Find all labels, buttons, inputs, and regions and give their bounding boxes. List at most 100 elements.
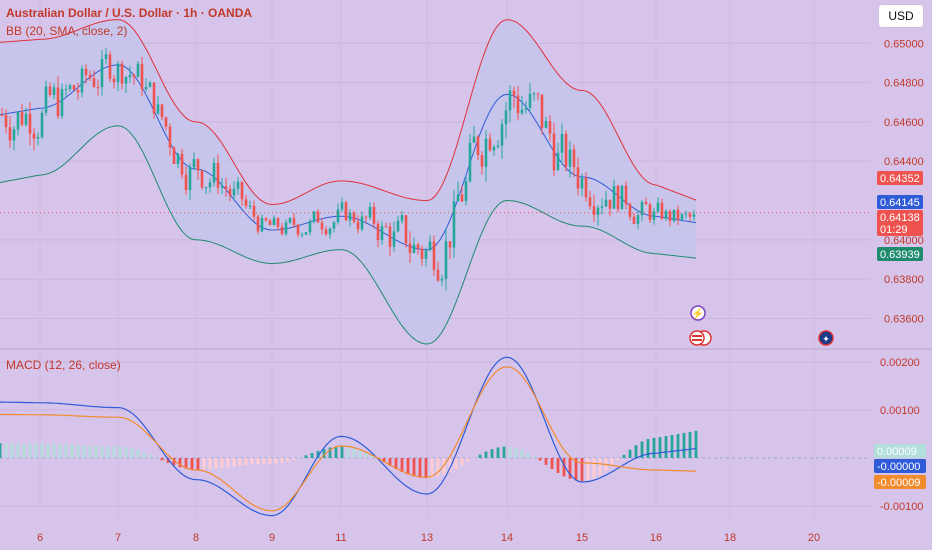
candle-body xyxy=(600,206,604,208)
price-label-text: 0.64145 xyxy=(880,197,920,209)
macd-histogram-bar xyxy=(670,435,674,458)
au-flag-icon-glyph: ✦ xyxy=(822,334,830,344)
au-flag-icon[interactable] xyxy=(818,330,834,346)
candle-body xyxy=(612,186,616,209)
macd-histogram-bar xyxy=(472,458,476,459)
time-tick-label: 9 xyxy=(269,532,275,544)
candle-body xyxy=(96,87,100,89)
lightning-icon[interactable] xyxy=(690,305,706,321)
macd-histogram-bar xyxy=(0,443,2,458)
candle-body xyxy=(484,138,488,167)
candle-body xyxy=(444,241,448,279)
candle-body xyxy=(592,206,596,215)
candle-body xyxy=(432,241,436,270)
candle-body xyxy=(572,149,576,168)
price-axis: 0.65000 0.64800 0.64600 0.64400 0.64000 0.638… xyxy=(880,38,924,513)
candle-body xyxy=(72,85,76,91)
time-tick-label: 18 xyxy=(724,532,736,544)
macd-histogram-bar xyxy=(76,444,80,458)
signal-line xyxy=(0,366,697,512)
candle-body xyxy=(88,74,92,79)
candle-body xyxy=(228,188,232,196)
candle-body xyxy=(452,201,456,248)
macd-histogram-bar xyxy=(556,458,560,474)
candle-body xyxy=(40,112,44,138)
macd-histogram-bar xyxy=(94,445,98,458)
macd-histogram-bar xyxy=(70,444,74,458)
macd-histogram-bar xyxy=(532,456,536,458)
macd-histogram-bar xyxy=(520,449,524,458)
candle-body xyxy=(512,90,516,96)
candle-body xyxy=(300,234,304,236)
candle-body xyxy=(84,68,88,75)
macd-histogram-bar xyxy=(478,454,482,458)
time-tick-label: 14 xyxy=(501,532,513,544)
macd-value-text: -0.00009 xyxy=(877,477,920,489)
candle-body xyxy=(424,250,428,259)
candle-body xyxy=(148,82,152,87)
macd-histogram-bar xyxy=(124,447,128,458)
candle-body xyxy=(416,244,420,249)
macd-histogram-bar xyxy=(514,447,518,458)
candle-body xyxy=(540,94,544,129)
macd-histogram-bar xyxy=(184,458,188,469)
event-icons[interactable]: ⚡ ✦ xyxy=(689,305,834,346)
candle-body xyxy=(640,201,644,216)
macd-histogram-bar xyxy=(286,458,290,462)
candle-body xyxy=(384,226,388,228)
candle-body xyxy=(272,218,276,226)
macd-histogram-bar xyxy=(634,445,638,458)
candle-body xyxy=(108,54,112,79)
candle-body xyxy=(496,145,500,148)
macd-histogram-bar xyxy=(568,458,572,479)
us-flag-icon[interactable] xyxy=(689,330,705,346)
price-tick-label: 0.64400 xyxy=(884,156,924,168)
candle-body xyxy=(144,86,148,90)
candle-body xyxy=(672,209,676,221)
candle-body xyxy=(76,90,80,93)
macd-histogram-bar xyxy=(88,445,92,458)
currency-button[interactable]: USD xyxy=(878,4,924,28)
candle-body xyxy=(500,124,504,146)
macd-histogram-bar xyxy=(34,443,38,458)
candle-body xyxy=(168,126,172,148)
macd-histogram-bar xyxy=(598,458,602,476)
macd-histogram-bar xyxy=(346,446,350,458)
macd-histogram-bar xyxy=(502,446,506,458)
macd-histogram-bar xyxy=(448,458,452,473)
candle-body xyxy=(400,215,404,221)
candle-body xyxy=(196,159,200,171)
macd-value-text: 0.00009 xyxy=(877,446,917,458)
macd-histogram-bar xyxy=(22,443,26,458)
macd-histogram-bar xyxy=(484,451,488,458)
macd-histogram-bar xyxy=(316,450,320,458)
candle-body xyxy=(680,214,684,220)
candle-body xyxy=(4,114,8,128)
candle-body xyxy=(520,109,524,114)
macd-histogram-bar xyxy=(274,458,278,464)
macd-histogram-bar xyxy=(52,443,56,458)
candle-body xyxy=(352,212,356,222)
candle-body xyxy=(220,186,224,188)
macd-histogram-bar xyxy=(400,458,404,473)
time-tick-label: 15 xyxy=(576,532,588,544)
candle-body xyxy=(368,206,372,218)
macd-histogram-bar xyxy=(310,452,314,458)
bb-indicator-label[interactable]: BB (20, SMA, close, 2) xyxy=(6,24,128,38)
candle-body xyxy=(544,121,548,129)
candle-body xyxy=(64,88,68,90)
price-tick-label: 0.64800 xyxy=(884,78,924,90)
candles xyxy=(0,48,870,291)
macd-histogram-bar xyxy=(250,458,254,465)
bb-upper-line xyxy=(0,19,697,206)
macd-histogram-bar xyxy=(646,439,650,458)
candle-body xyxy=(16,111,20,130)
time-tick-label: 16 xyxy=(650,532,662,544)
candle-body xyxy=(136,63,140,77)
macd-indicator-label[interactable]: MACD (12, 26, close) xyxy=(6,358,121,372)
candle-body xyxy=(576,167,580,189)
macd-histogram-bar xyxy=(682,432,686,458)
candle-body xyxy=(308,221,312,233)
candle-body xyxy=(116,63,120,83)
